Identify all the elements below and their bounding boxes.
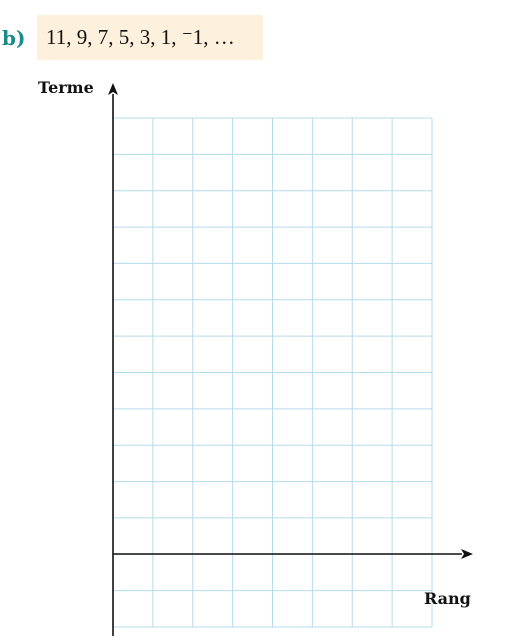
grid-lines — [112, 117, 433, 628]
y-axis-label: Terme — [38, 78, 94, 97]
sequence-box: 11, 9, 7, 5, 3, 1, ⁻1, … — [37, 15, 263, 60]
x-axis-label: Rang — [424, 589, 471, 608]
x-axis-arrow — [461, 549, 473, 559]
y-axis-arrow — [108, 83, 118, 95]
sequence-text: 11, 9, 7, 5, 3, 1, ⁻1, … — [46, 25, 235, 49]
exercise-label: b) — [2, 26, 26, 50]
